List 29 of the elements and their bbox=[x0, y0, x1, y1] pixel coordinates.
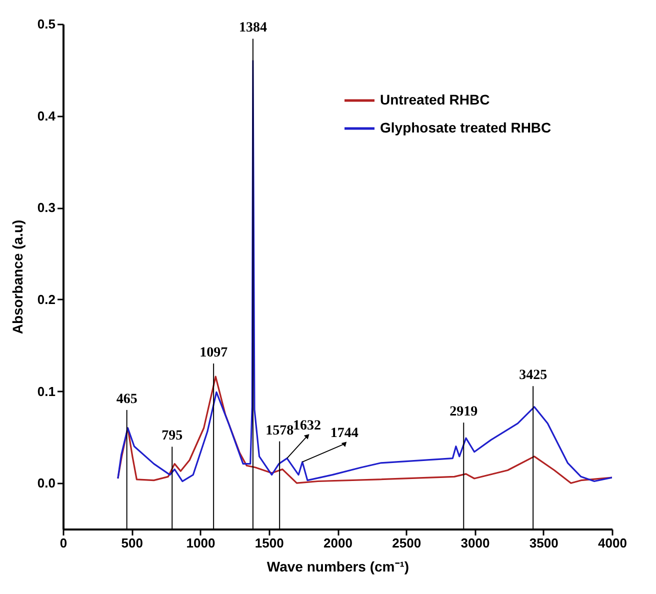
y-tick-label: 0.3 bbox=[37, 200, 56, 216]
line-series bbox=[117, 60, 612, 482]
ref-line-label: 465 bbox=[116, 392, 138, 407]
ref-line-label: 3425 bbox=[519, 368, 548, 384]
y-tick-label: 0.4 bbox=[37, 108, 56, 124]
x-axis-title: Wave numbers (cm⁻¹) bbox=[266, 558, 410, 574]
legend-label: Untreated RHBC bbox=[380, 92, 490, 108]
y-tick-label: 0.0 bbox=[37, 476, 56, 491]
x-tick-label: 3000 bbox=[460, 536, 490, 550]
y-tick-label: 0.1 bbox=[37, 384, 56, 399]
annotation: 1632 bbox=[292, 418, 321, 434]
x-tick-label: 2500 bbox=[392, 536, 422, 550]
y-tick-label: 0.2 bbox=[37, 292, 56, 307]
ref-line-label: 2919 bbox=[450, 404, 478, 420]
y-tick-label: 0.5 bbox=[37, 16, 56, 32]
x-tick-label: 3500 bbox=[529, 536, 558, 550]
ref-line-label: 1578 bbox=[266, 423, 294, 438]
x-tick-label: 0 bbox=[60, 536, 68, 550]
x-tick-label: 1500 bbox=[254, 536, 284, 550]
ref-line-label: 1097 bbox=[200, 346, 228, 361]
y-axis-title: Absorbance (a.u) bbox=[9, 220, 26, 334]
x-tick-label: 500 bbox=[121, 536, 143, 550]
x-tick-label: 4000 bbox=[598, 536, 627, 550]
x-tick-label: 2000 bbox=[324, 536, 352, 550]
ref-line-label: 795 bbox=[162, 428, 183, 444]
x-tick-label: 1000 bbox=[186, 536, 216, 550]
ref-line-label: 1384 bbox=[238, 20, 267, 36]
legend-label: Glyphosate treated RHBC bbox=[380, 120, 552, 136]
annotation: 1744 bbox=[330, 426, 358, 441]
